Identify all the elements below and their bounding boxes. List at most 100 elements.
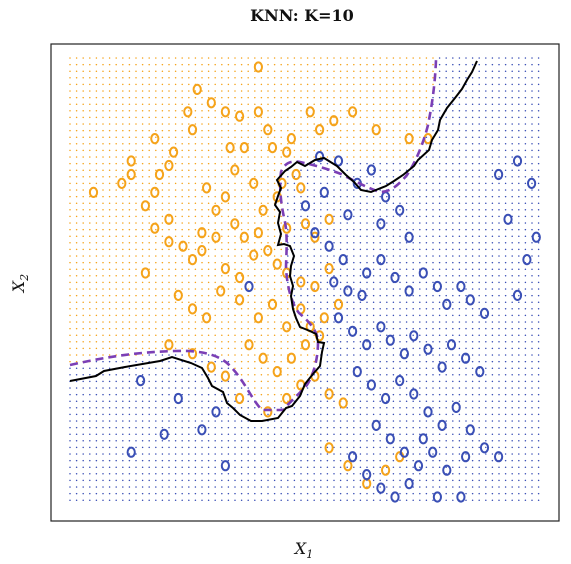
data-point-blue bbox=[479, 442, 490, 454]
data-point-blue bbox=[512, 289, 523, 301]
data-point-orange bbox=[235, 110, 245, 122]
y-axis-label: X2 bbox=[9, 274, 31, 294]
data-point-blue bbox=[244, 280, 254, 293]
data-point-orange bbox=[244, 339, 254, 351]
plot-area bbox=[69, 57, 541, 503]
data-point-blue bbox=[352, 366, 362, 378]
data-point-blue bbox=[319, 186, 329, 198]
data-point-blue bbox=[362, 469, 372, 481]
knn-decision-boundary bbox=[69, 60, 478, 422]
data-point-blue bbox=[456, 491, 466, 503]
data-point-orange bbox=[150, 133, 160, 145]
data-point-orange bbox=[187, 348, 198, 360]
x-axis-label: X1 bbox=[293, 539, 313, 561]
data-point-blue bbox=[413, 460, 424, 472]
data-point-blue bbox=[348, 325, 358, 337]
data-point-blue bbox=[479, 307, 490, 319]
data-point-orange bbox=[169, 146, 179, 158]
data-point-orange bbox=[126, 155, 136, 167]
data-point-blue bbox=[456, 280, 466, 293]
data-point-blue bbox=[362, 339, 372, 351]
data-point-orange bbox=[329, 115, 339, 127]
data-points bbox=[88, 61, 541, 503]
data-point-blue bbox=[503, 213, 513, 225]
data-point-orange bbox=[263, 406, 273, 418]
data-point-orange bbox=[150, 186, 160, 198]
data-point-orange bbox=[206, 361, 216, 373]
data-point-blue bbox=[442, 298, 452, 310]
data-point-blue bbox=[399, 446, 409, 458]
data-point-orange bbox=[253, 106, 263, 118]
data-point-blue bbox=[376, 482, 386, 494]
data-point-blue bbox=[362, 267, 372, 279]
data-point-orange bbox=[220, 370, 230, 382]
data-point-orange bbox=[272, 366, 282, 378]
data-point-blue bbox=[522, 254, 532, 266]
data-point-orange bbox=[253, 312, 263, 324]
data-point-orange bbox=[282, 392, 292, 405]
data-point-orange bbox=[239, 142, 249, 154]
data-point-blue bbox=[371, 419, 381, 431]
data-point-orange bbox=[211, 231, 221, 243]
data-point-blue bbox=[211, 406, 221, 418]
decision-region-grid bbox=[69, 57, 540, 501]
data-point-blue bbox=[418, 267, 428, 279]
data-point-blue bbox=[357, 289, 367, 301]
data-point-orange bbox=[249, 249, 259, 261]
data-point-orange bbox=[211, 204, 221, 216]
data-point-orange bbox=[338, 397, 348, 409]
data-point-orange bbox=[300, 339, 311, 351]
data-point-blue bbox=[324, 240, 334, 252]
data-point-orange bbox=[296, 276, 306, 288]
data-point-blue bbox=[451, 401, 461, 413]
data-point-orange bbox=[140, 267, 150, 279]
data-point-orange bbox=[333, 298, 344, 310]
data-point-blue bbox=[343, 209, 353, 221]
data-point-blue bbox=[399, 348, 409, 360]
data-point-blue bbox=[173, 392, 183, 405]
data-point-orange bbox=[220, 263, 230, 275]
data-point-orange bbox=[319, 312, 329, 324]
data-point-orange bbox=[164, 236, 174, 248]
data-point-orange bbox=[310, 280, 320, 293]
data-point-orange bbox=[404, 133, 414, 145]
data-point-orange bbox=[187, 124, 198, 136]
data-point-orange bbox=[230, 164, 240, 176]
data-point-blue bbox=[333, 155, 344, 167]
data-point-blue bbox=[220, 460, 230, 472]
data-point-orange bbox=[286, 352, 296, 364]
data-point-blue bbox=[376, 321, 386, 333]
data-point-orange bbox=[272, 258, 282, 270]
data-point-orange bbox=[178, 240, 188, 252]
data-point-blue bbox=[418, 433, 428, 445]
data-point-orange bbox=[267, 142, 278, 154]
data-point-orange bbox=[183, 106, 193, 118]
data-point-blue bbox=[390, 271, 400, 284]
data-point-orange bbox=[173, 289, 183, 301]
data-point-blue bbox=[531, 231, 541, 243]
data-point-blue bbox=[461, 352, 471, 364]
data-point-orange bbox=[154, 168, 165, 181]
data-point-orange bbox=[230, 218, 240, 230]
data-point-orange bbox=[197, 227, 207, 239]
data-point-blue bbox=[409, 388, 419, 400]
data-point-orange bbox=[249, 177, 259, 189]
data-point-blue bbox=[126, 446, 136, 458]
data-point-orange bbox=[282, 222, 292, 234]
data-point-orange bbox=[164, 339, 174, 351]
data-point-orange bbox=[140, 200, 150, 212]
data-point-orange bbox=[216, 285, 226, 297]
data-point-orange bbox=[117, 177, 127, 189]
data-point-orange bbox=[305, 106, 315, 118]
data-point-orange bbox=[88, 186, 99, 198]
data-point-orange bbox=[126, 168, 136, 181]
data-point-blue bbox=[475, 366, 485, 378]
data-point-blue bbox=[338, 254, 348, 266]
data-point-orange bbox=[310, 231, 320, 243]
data-point-orange bbox=[202, 312, 212, 324]
data-point-blue bbox=[197, 424, 207, 436]
data-point-orange bbox=[348, 106, 358, 118]
data-point-orange bbox=[324, 213, 334, 225]
data-point-blue bbox=[437, 361, 447, 373]
